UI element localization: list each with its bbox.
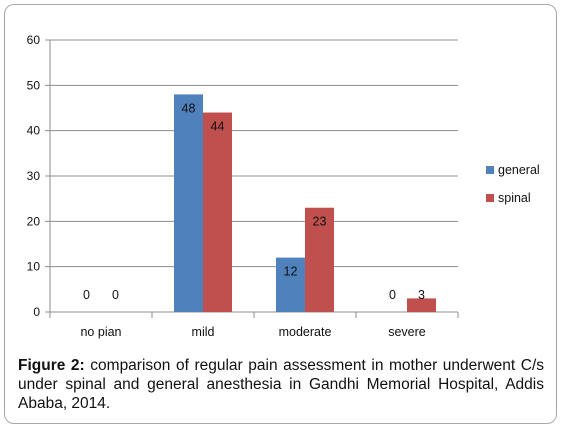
y-tick-label: 0 — [33, 305, 40, 319]
bar-spinal — [305, 207, 334, 312]
gridlines — [50, 39, 458, 268]
legend: general spinal — [486, 163, 540, 205]
x-tick-label: mild — [192, 325, 215, 339]
data-label-spinal: 3 — [418, 288, 425, 302]
data-label-general: 48 — [182, 101, 196, 115]
legend-label-spinal: spinal — [498, 191, 531, 205]
y-tick-label: 20 — [27, 214, 41, 228]
legend-label-general: general — [498, 163, 540, 177]
bar-general — [174, 94, 203, 313]
bars — [174, 94, 436, 313]
y-tick-label: 50 — [27, 78, 41, 92]
figure-frame — [4, 4, 557, 424]
data-label-general: 12 — [284, 265, 298, 279]
legend-swatch-general — [486, 166, 494, 174]
caption-label: Figure 2: — [18, 357, 85, 374]
y-tick-label: 60 — [27, 33, 41, 47]
caption-text: comparison of regular pain assessment in… — [18, 357, 545, 412]
bar-spinal — [203, 112, 232, 313]
figure-caption: Figure 2: comparison of regular pain ass… — [18, 356, 544, 413]
legend-swatch-spinal — [486, 194, 494, 202]
data-labels: 0 0 48 44 12 23 0 3 — [83, 101, 425, 302]
data-label-spinal: 23 — [313, 215, 327, 229]
x-tick-label: moderate — [279, 325, 332, 339]
data-label-spinal: 44 — [211, 120, 225, 134]
data-label-spinal: 0 — [112, 288, 119, 302]
x-tick-label: severe — [388, 325, 426, 339]
y-tick-label: 30 — [27, 169, 41, 183]
bar-general — [276, 257, 305, 312]
data-label-general: 0 — [83, 288, 90, 302]
x-tick-label: no pian — [80, 325, 121, 339]
data-label-general: 0 — [389, 288, 396, 302]
bar-spinal — [407, 298, 436, 312]
y-tick-label: 40 — [27, 124, 41, 138]
y-tick-label: 10 — [27, 260, 41, 274]
